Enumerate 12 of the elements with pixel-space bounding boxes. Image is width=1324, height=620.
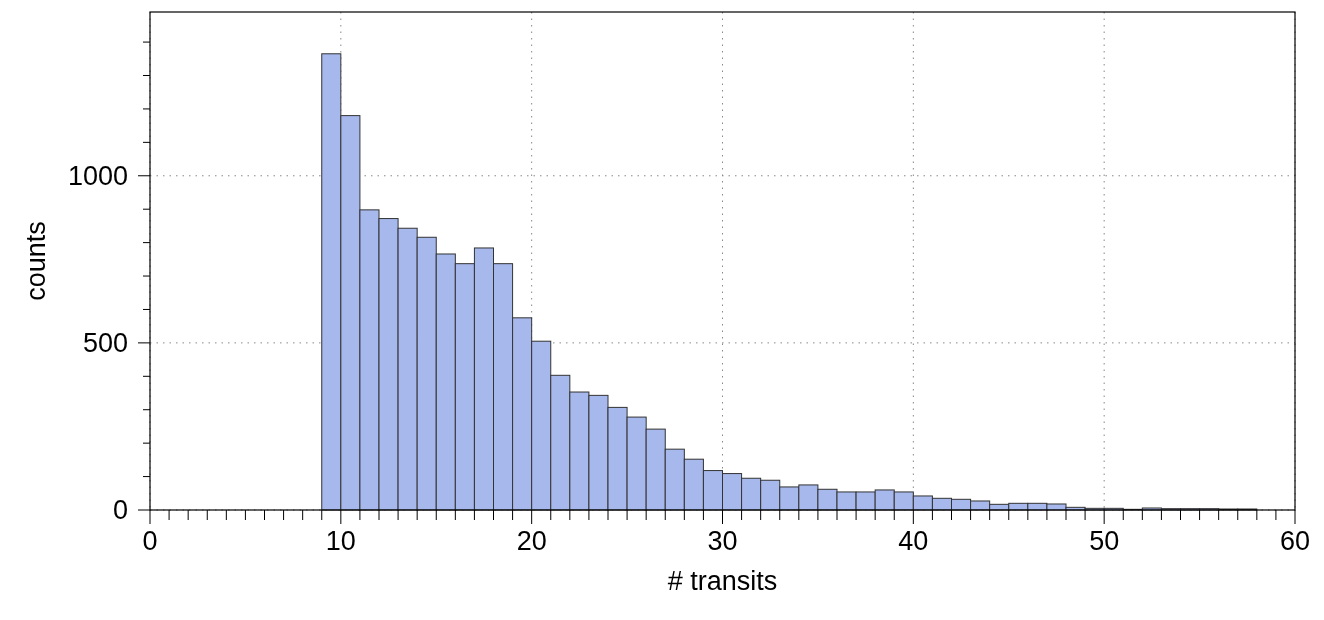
x-tick-label: 30 — [707, 526, 738, 556]
y-tick-label: 500 — [82, 328, 128, 359]
y-tick-label: 0 — [112, 495, 128, 526]
y-tick-label: 1000 — [67, 161, 128, 192]
x-tick-label: 0 — [142, 526, 158, 556]
x-tick-label: 20 — [516, 526, 547, 556]
y-axis-title: counts — [21, 221, 51, 301]
x-axis-title: # transits — [667, 566, 778, 596]
x-tick-label: 40 — [898, 526, 929, 556]
x-tick-label: 10 — [325, 526, 356, 556]
x-tick-label: 50 — [1089, 526, 1120, 556]
x-tick-label: 60 — [1279, 526, 1311, 556]
